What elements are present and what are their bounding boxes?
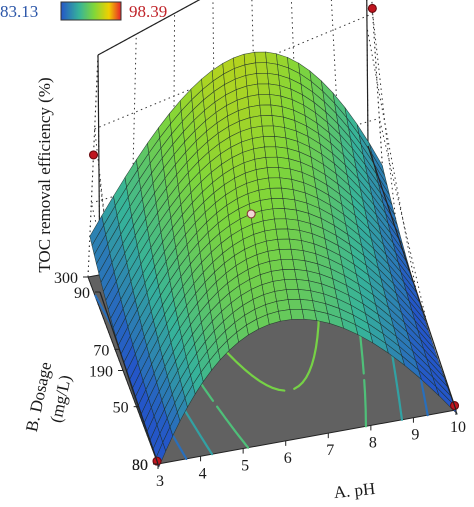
design-point [88, 150, 99, 160]
surface-cell [270, 104, 284, 118]
x-tick-label: 5 [241, 458, 249, 475]
box-edge [367, 145, 457, 411]
x-axis-title: A. pH [333, 479, 376, 502]
design-point [367, 3, 377, 13]
x-axis-ticks: 3 4 5 6 7 8 9 10 [156, 410, 466, 490]
surface-cell [265, 156, 279, 168]
surface-cell [271, 198, 285, 210]
colorbar: 83.13 98.39 [0, 1, 167, 21]
x-tick-label: 7 [326, 442, 334, 459]
surface-cell [267, 72, 281, 86]
wall-gridline [98, 173, 124, 371]
z-tick-label: 70 [93, 342, 109, 359]
surface-cell [275, 228, 290, 240]
colorbar-max-label: 98.39 [129, 2, 167, 21]
wall-gridline [130, 34, 137, 270]
y-tick-label: 190 [89, 364, 113, 381]
surface-cell [294, 269, 310, 282]
surface-cell [279, 177, 294, 190]
surface-cell [266, 167, 281, 179]
surface-cell [284, 208, 299, 221]
surface-cell [267, 249, 282, 262]
surface-cell [268, 83, 282, 97]
x-tick-label: 9 [411, 427, 419, 444]
surface-cell [272, 208, 287, 220]
x-tick-label: 6 [284, 450, 292, 467]
box-edge [97, 0, 201, 56]
surface-cell [255, 62, 268, 74]
surface-cell [272, 125, 287, 139]
y-tick-label: 300 [54, 270, 78, 287]
surface-cell [278, 167, 292, 180]
colorbar-min-label: 83.13 [0, 2, 38, 21]
surface-cell [269, 259, 284, 272]
surface-cell [287, 228, 302, 241]
z-axis-title: TOC removal efficiency (%) [35, 77, 54, 272]
surface-cell [280, 258, 295, 270]
surface-cell [254, 51, 267, 64]
y-tick-label: 80 [132, 457, 148, 474]
surface-cell [285, 218, 300, 231]
surface-cell [263, 136, 277, 148]
surface-cell [258, 94, 272, 106]
surface-cell [276, 156, 291, 170]
surface-cell [275, 146, 290, 160]
x-tick-label: 10 [450, 419, 466, 436]
surface-cell [260, 115, 274, 127]
surface-cell [274, 218, 288, 230]
surface-cell [276, 299, 291, 312]
colorbar-gradient [60, 1, 122, 21]
surface-cell [284, 279, 299, 290]
plot-box-front [99, 145, 457, 465]
surface-cell [274, 136, 288, 149]
surface-cell [268, 177, 282, 189]
surface-cell [278, 248, 294, 260]
surface-cell [288, 238, 304, 251]
surface-cell [277, 238, 292, 250]
y-axis-ticks: 80 190 300 [54, 270, 158, 474]
surface-cell [287, 299, 303, 310]
x-tick-label: 4 [199, 465, 207, 482]
surface-cell [278, 309, 293, 322]
surface-cell [269, 187, 284, 199]
surface-cell [282, 269, 297, 280]
z-axis-ticks: 30 50 70 90 [74, 285, 158, 474]
surface-cell [259, 104, 273, 116]
wall-gridline [87, 54, 99, 278]
x-tick-label: 3 [156, 473, 164, 490]
wall-gridline [366, 27, 422, 317]
y-axis-title-line1: B. Dosage [22, 360, 55, 433]
surface-cell [257, 83, 271, 95]
surface-cell [264, 146, 278, 158]
response-surface [89, 51, 458, 468]
surface-cell [270, 269, 285, 282]
surface-cell [285, 289, 301, 300]
surface-cell [256, 72, 269, 85]
z-tick-label: 50 [113, 400, 129, 417]
design-point [246, 209, 256, 219]
z-tick-label: 90 [74, 285, 90, 302]
surface-cell [292, 258, 308, 272]
surface-cell [290, 248, 306, 262]
z-tick-label: 30 [132, 457, 148, 474]
box-edge [99, 291, 159, 465]
surface-cell [261, 125, 275, 137]
surface-cell [271, 115, 285, 128]
surface-cell [274, 289, 289, 302]
surface-cell [281, 187, 296, 201]
surface-cell [269, 94, 283, 107]
surface-cell [272, 279, 287, 292]
box-edge [366, 0, 369, 147]
x-tick-label: 8 [369, 434, 377, 451]
surface-cell [289, 308, 305, 320]
surface-cell [282, 198, 297, 211]
